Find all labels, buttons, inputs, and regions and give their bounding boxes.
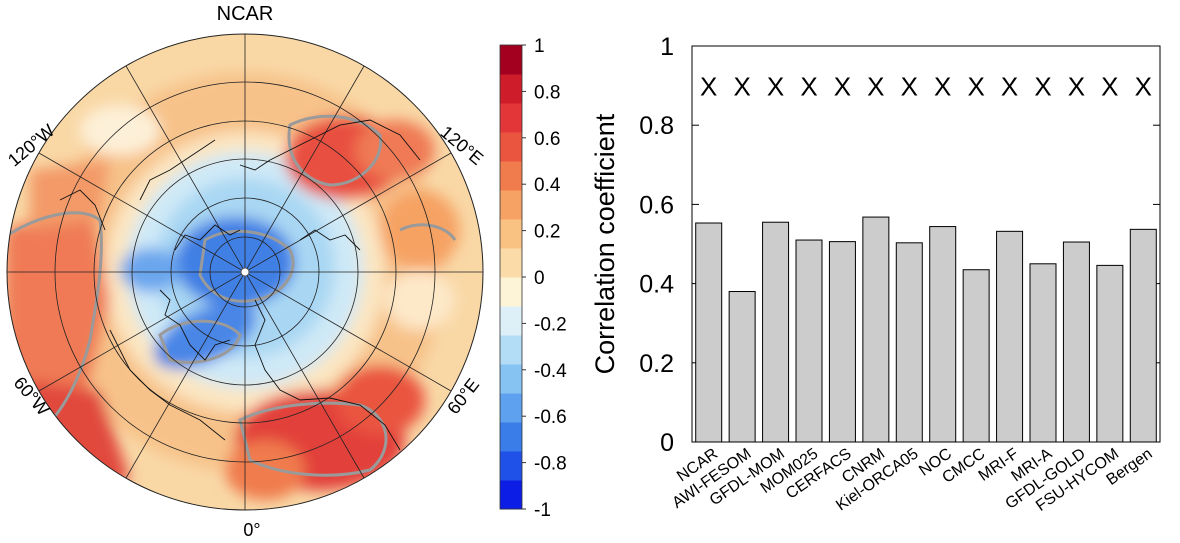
colorbar-tick-label: 1 — [534, 36, 545, 57]
colorbar-tick-label: -0.6 — [534, 407, 567, 428]
colorbar-tick-label: 0.2 — [534, 222, 560, 243]
significance-marker: X — [901, 72, 918, 102]
significance-marker: X — [1101, 72, 1118, 102]
bar — [1062, 241, 1090, 443]
bar — [862, 216, 890, 443]
significance-marker: X — [934, 72, 951, 102]
colorbar-swatch — [500, 306, 522, 336]
colorbar-swatch — [500, 161, 522, 191]
colorbar-swatch — [500, 103, 522, 133]
coastlines — [59, 119, 421, 451]
colorbar: 1 0.8 0.6 0.4 0.2 0 -0.2 -0.4 -0.6 -0.8 -1 — [499, 36, 567, 521]
colorbar-swatch — [500, 335, 522, 365]
bar — [996, 230, 1024, 443]
colorbar-swatch — [500, 45, 522, 75]
colorbar-swatch — [500, 219, 522, 249]
colorbar-swatch — [500, 132, 522, 162]
colorbar-swatch — [500, 451, 522, 481]
colorbar-tick-label: 0.6 — [534, 129, 560, 150]
bar — [1129, 228, 1157, 443]
y-axis-label: Correlation coefficient — [590, 113, 620, 374]
y-tick-label: 0.6 — [639, 191, 674, 219]
north-pole-marker — [240, 267, 250, 277]
bar — [895, 242, 923, 443]
colorbar-swatch — [500, 422, 522, 452]
bar — [695, 222, 723, 443]
colorbar-tick-label: -0.8 — [534, 454, 567, 475]
colorbar-swatch — [500, 480, 522, 510]
plot-frame — [691, 45, 1161, 443]
significance-marker: X — [867, 72, 884, 102]
colorbar-swatch — [500, 74, 522, 104]
polar-map — [6, 33, 484, 511]
colorbar-tick-label: -0.2 — [534, 314, 567, 335]
bar — [962, 269, 990, 443]
significance-marker: X — [834, 72, 851, 102]
colorbar-swatch — [500, 248, 522, 278]
map-border — [6, 33, 484, 511]
lon-label-0: 0° — [243, 520, 260, 540]
y-tick-label: 0.4 — [639, 271, 674, 299]
y-tick-label: 1 — [660, 33, 674, 61]
map-title: NCAR — [217, 3, 274, 25]
significance-marker: X — [1034, 72, 1051, 102]
significance-marker: X — [767, 72, 784, 102]
colorbar-tick-label: 0.4 — [534, 175, 561, 196]
colorbar-tick-label: 0.8 — [534, 82, 560, 103]
significance-marker: X — [1135, 72, 1152, 102]
colorbar-tick-label: -0.4 — [534, 361, 567, 382]
significance-marker: X — [800, 72, 817, 102]
y-tick-label: 0.2 — [639, 350, 674, 378]
colorbar-tick-label: -1 — [534, 500, 551, 521]
significance-marker: X — [967, 72, 984, 102]
bar — [1096, 264, 1124, 443]
colorbar-swatch — [500, 277, 522, 307]
significance-contours — [7, 114, 457, 477]
significance-marker: X — [733, 72, 750, 102]
y-tick-label: 0.8 — [639, 112, 674, 140]
y-tick-label: 0 — [660, 429, 674, 457]
bar — [762, 221, 790, 443]
colorbar-tick-label: 0 — [534, 268, 545, 289]
bar — [795, 239, 823, 443]
significance-marker: X — [700, 72, 717, 102]
bar — [1029, 263, 1057, 443]
bar — [828, 241, 856, 443]
significance-marker: X — [1068, 72, 1085, 102]
colorbar-swatch — [500, 393, 522, 423]
bar — [728, 291, 756, 443]
colorbar-swatch — [500, 190, 522, 220]
significance-marker: X — [1001, 72, 1018, 102]
bar — [929, 226, 957, 443]
colorbar-swatch — [500, 364, 522, 394]
